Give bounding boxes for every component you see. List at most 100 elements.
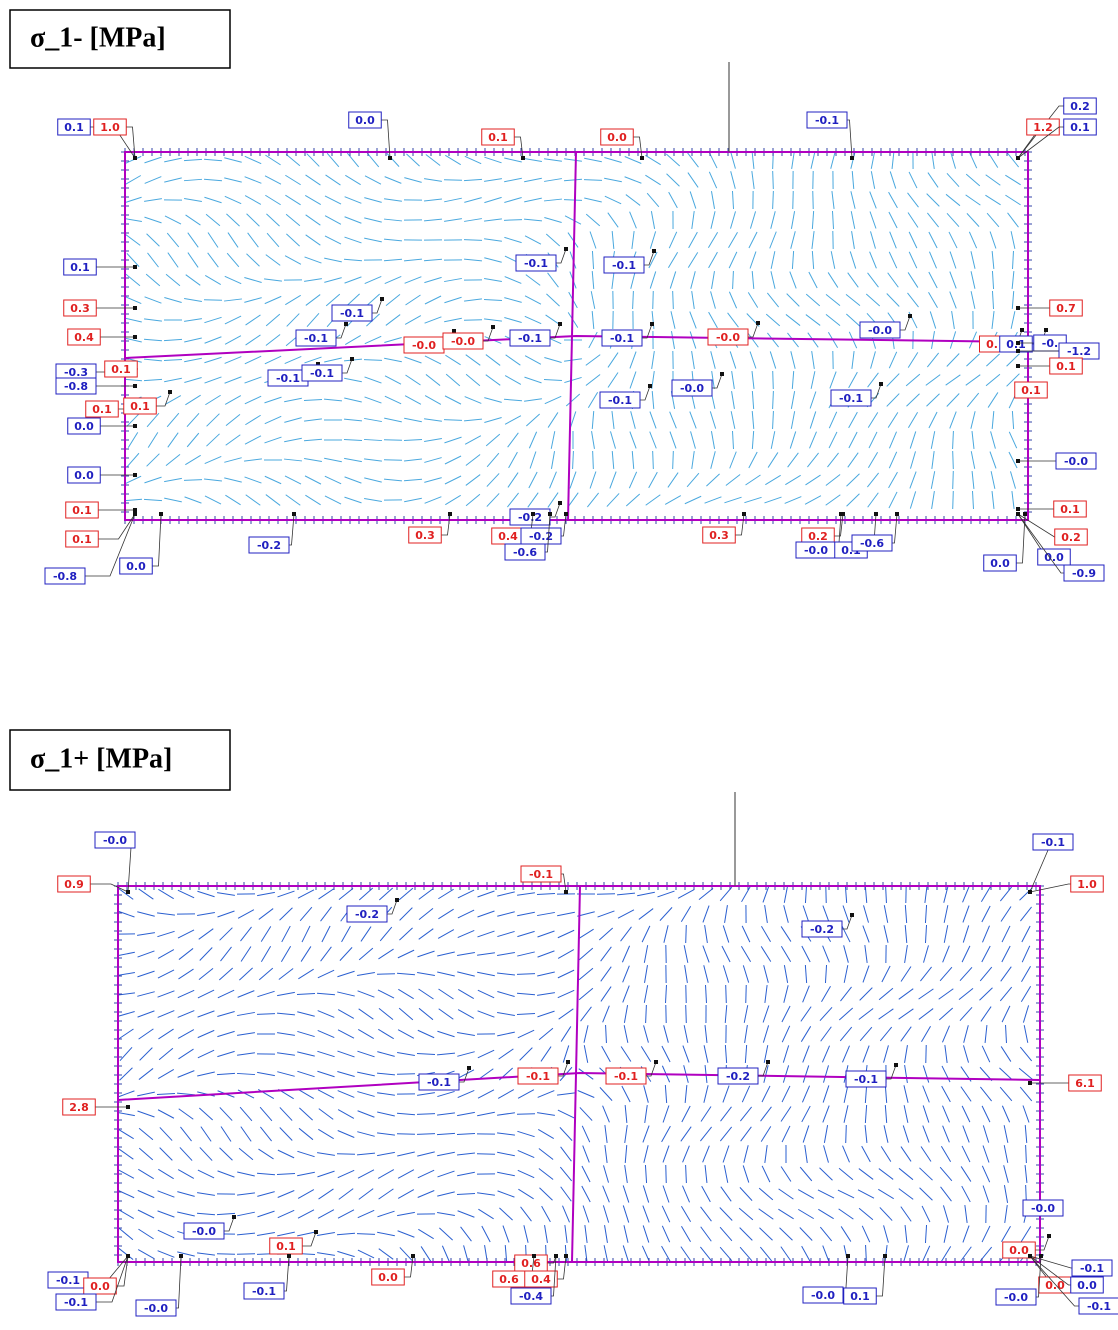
trajectory — [504, 297, 522, 303]
trajectory — [218, 967, 234, 981]
trajectory — [686, 472, 700, 488]
trajectory — [524, 398, 542, 402]
trajectory — [643, 1085, 649, 1103]
stress-label: -0.1 — [310, 367, 334, 380]
trajectory — [318, 1128, 334, 1140]
trajectory — [537, 930, 555, 938]
trajectory — [629, 371, 637, 389]
trajectory — [1021, 965, 1031, 983]
trajectory — [919, 1187, 933, 1201]
stress-label: 0.1 — [1021, 384, 1041, 397]
trajectory — [632, 290, 634, 310]
trajectory — [577, 1090, 595, 1098]
trajectory — [203, 478, 223, 482]
trajectory — [443, 179, 463, 181]
trajectory — [585, 213, 601, 227]
trajectory — [504, 157, 522, 163]
trajectory — [1001, 925, 1011, 943]
trajectory — [770, 431, 776, 449]
trajectory — [284, 417, 302, 423]
trajectory — [524, 197, 542, 203]
trajectory — [203, 158, 223, 162]
trajectory — [245, 414, 261, 426]
trajectory — [842, 1045, 850, 1063]
trajectory — [124, 217, 142, 223]
trajectory — [457, 952, 475, 956]
trajectory — [858, 1168, 874, 1180]
trajectory — [812, 190, 814, 210]
label-box — [845, 1070, 887, 1088]
trajectory — [599, 1087, 613, 1101]
trajectory — [720, 1186, 732, 1202]
trajectory — [670, 331, 676, 349]
trajectory — [1020, 986, 1032, 1002]
label-box — [55, 1293, 97, 1311]
leader-dot — [126, 1105, 130, 1109]
trajectory — [708, 171, 718, 189]
trajectory — [952, 490, 954, 510]
trajectory — [617, 909, 635, 919]
trajectory — [316, 992, 336, 996]
trajectory — [982, 1145, 990, 1163]
trajectory — [909, 451, 917, 469]
trajectory — [741, 885, 751, 903]
trajectory — [177, 1191, 195, 1197]
stress-label: 0.1 — [70, 261, 90, 274]
leader-dot — [411, 1254, 415, 1258]
label-box — [1078, 1297, 1118, 1315]
trajectory — [691, 451, 695, 469]
trajectory — [786, 293, 800, 307]
trajectory — [738, 1207, 754, 1221]
trajectory — [930, 431, 936, 449]
trajectory — [376, 973, 396, 975]
trajectory — [781, 1025, 791, 1043]
trajectory — [444, 395, 462, 405]
trajectory — [740, 1126, 752, 1142]
trajectory — [926, 393, 940, 407]
trajectory — [689, 411, 697, 429]
trajectory — [649, 231, 657, 249]
trajectory — [465, 354, 481, 366]
leader-dot — [133, 384, 137, 388]
trajectory — [609, 431, 617, 449]
trajectory — [517, 930, 535, 938]
trajectory — [742, 965, 750, 983]
trajectory — [504, 375, 522, 385]
label-box — [520, 865, 562, 883]
trajectory — [710, 351, 716, 369]
trajectory — [909, 471, 917, 489]
trajectory — [946, 172, 960, 188]
stress-label: 0.1 — [72, 533, 92, 546]
trajectory — [583, 1045, 589, 1063]
trajectory — [889, 431, 897, 449]
trajectory — [337, 1009, 355, 1019]
trajectory — [700, 1106, 712, 1122]
trajectory — [600, 966, 612, 982]
label-box — [671, 379, 713, 397]
trajectory — [732, 270, 734, 290]
trajectory — [277, 1231, 295, 1237]
trajectory — [645, 174, 661, 186]
trajectory — [184, 357, 202, 363]
label-box — [1053, 500, 1087, 518]
trajectory — [517, 951, 535, 957]
trajectory — [285, 294, 301, 306]
trajectory — [907, 352, 919, 368]
trajectory — [879, 1026, 893, 1042]
trajectory — [766, 292, 780, 308]
trajectory — [377, 1210, 395, 1218]
trajectory — [886, 293, 900, 307]
trajectory — [769, 231, 777, 249]
trajectory — [780, 1246, 792, 1262]
trajectory — [285, 194, 301, 206]
trajectory — [484, 218, 502, 222]
trajectory — [843, 1105, 849, 1123]
trajectory — [680, 906, 692, 922]
trajectory — [886, 373, 900, 387]
label-box — [504, 543, 546, 561]
trajectory — [144, 296, 162, 304]
trajectory — [657, 890, 675, 898]
trajectory — [477, 930, 495, 938]
trajectory — [759, 1227, 773, 1241]
trajectory — [946, 212, 960, 228]
